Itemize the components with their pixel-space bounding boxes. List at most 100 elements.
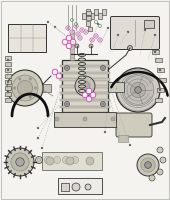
Circle shape xyxy=(75,44,79,48)
Circle shape xyxy=(100,102,106,106)
Circle shape xyxy=(7,81,9,83)
Circle shape xyxy=(6,148,34,176)
Circle shape xyxy=(90,92,96,98)
Ellipse shape xyxy=(79,76,86,79)
Circle shape xyxy=(76,32,80,36)
Bar xyxy=(5,68,11,72)
Circle shape xyxy=(75,76,95,96)
Bar xyxy=(60,78,110,81)
Circle shape xyxy=(7,59,9,61)
Circle shape xyxy=(19,96,21,98)
Circle shape xyxy=(85,184,91,190)
Ellipse shape xyxy=(79,72,86,74)
Circle shape xyxy=(72,156,79,164)
Circle shape xyxy=(18,80,33,96)
Circle shape xyxy=(145,162,151,168)
Bar xyxy=(159,78,166,82)
Bar xyxy=(70,30,74,60)
Bar xyxy=(5,92,11,96)
Circle shape xyxy=(47,21,49,23)
Circle shape xyxy=(86,88,92,94)
Circle shape xyxy=(86,157,94,165)
Bar xyxy=(5,86,11,90)
FancyBboxPatch shape xyxy=(110,17,159,49)
Circle shape xyxy=(45,156,52,164)
Circle shape xyxy=(36,156,42,164)
Circle shape xyxy=(37,127,39,129)
Bar xyxy=(54,112,116,127)
Ellipse shape xyxy=(79,85,86,88)
Circle shape xyxy=(37,137,39,139)
Bar xyxy=(5,74,11,78)
Circle shape xyxy=(98,24,101,27)
Circle shape xyxy=(104,131,106,133)
Circle shape xyxy=(90,38,94,42)
Circle shape xyxy=(41,147,43,149)
Circle shape xyxy=(119,137,121,139)
Circle shape xyxy=(80,81,90,91)
Circle shape xyxy=(129,144,131,146)
Bar xyxy=(88,27,92,31)
Circle shape xyxy=(95,21,98,23)
Circle shape xyxy=(107,27,109,29)
Circle shape xyxy=(97,23,99,25)
Bar xyxy=(155,58,162,62)
FancyBboxPatch shape xyxy=(116,113,152,137)
Circle shape xyxy=(74,24,78,28)
Circle shape xyxy=(111,117,115,121)
Circle shape xyxy=(135,87,141,93)
Bar xyxy=(5,98,11,102)
Circle shape xyxy=(66,43,72,49)
Circle shape xyxy=(71,19,73,21)
Circle shape xyxy=(13,87,16,89)
Circle shape xyxy=(70,39,76,45)
Circle shape xyxy=(78,36,82,40)
Ellipse shape xyxy=(79,58,86,61)
Circle shape xyxy=(154,51,156,53)
Bar xyxy=(94,9,98,15)
Bar xyxy=(98,13,102,19)
Bar xyxy=(60,65,110,67)
Circle shape xyxy=(89,44,93,48)
Circle shape xyxy=(102,103,104,105)
Circle shape xyxy=(98,38,102,42)
Circle shape xyxy=(72,183,80,191)
Bar xyxy=(90,13,94,19)
Circle shape xyxy=(116,68,160,112)
Bar xyxy=(61,183,69,191)
Circle shape xyxy=(128,46,132,50)
Circle shape xyxy=(46,157,54,165)
Bar xyxy=(102,9,106,15)
Circle shape xyxy=(83,117,87,121)
Bar xyxy=(60,99,110,101)
Circle shape xyxy=(66,35,72,41)
Circle shape xyxy=(29,78,31,80)
Circle shape xyxy=(29,96,31,98)
Circle shape xyxy=(80,28,84,32)
Bar xyxy=(43,84,51,92)
Bar xyxy=(60,72,110,74)
Bar xyxy=(157,88,164,92)
Circle shape xyxy=(66,157,74,165)
Ellipse shape xyxy=(79,67,86,70)
Circle shape xyxy=(66,26,70,30)
Bar xyxy=(86,16,91,20)
Circle shape xyxy=(19,78,21,80)
Circle shape xyxy=(7,70,43,106)
Circle shape xyxy=(16,158,24,166)
Bar xyxy=(62,60,108,112)
Circle shape xyxy=(11,153,29,171)
Bar xyxy=(60,85,110,88)
Bar xyxy=(144,20,154,28)
Bar xyxy=(8,24,46,52)
Circle shape xyxy=(12,75,38,101)
Circle shape xyxy=(56,73,62,79)
Circle shape xyxy=(82,92,88,98)
Circle shape xyxy=(160,157,166,163)
Bar xyxy=(60,92,110,94)
Circle shape xyxy=(64,102,70,106)
Circle shape xyxy=(144,29,146,31)
Circle shape xyxy=(122,74,154,106)
Circle shape xyxy=(52,69,58,75)
Circle shape xyxy=(159,69,161,71)
